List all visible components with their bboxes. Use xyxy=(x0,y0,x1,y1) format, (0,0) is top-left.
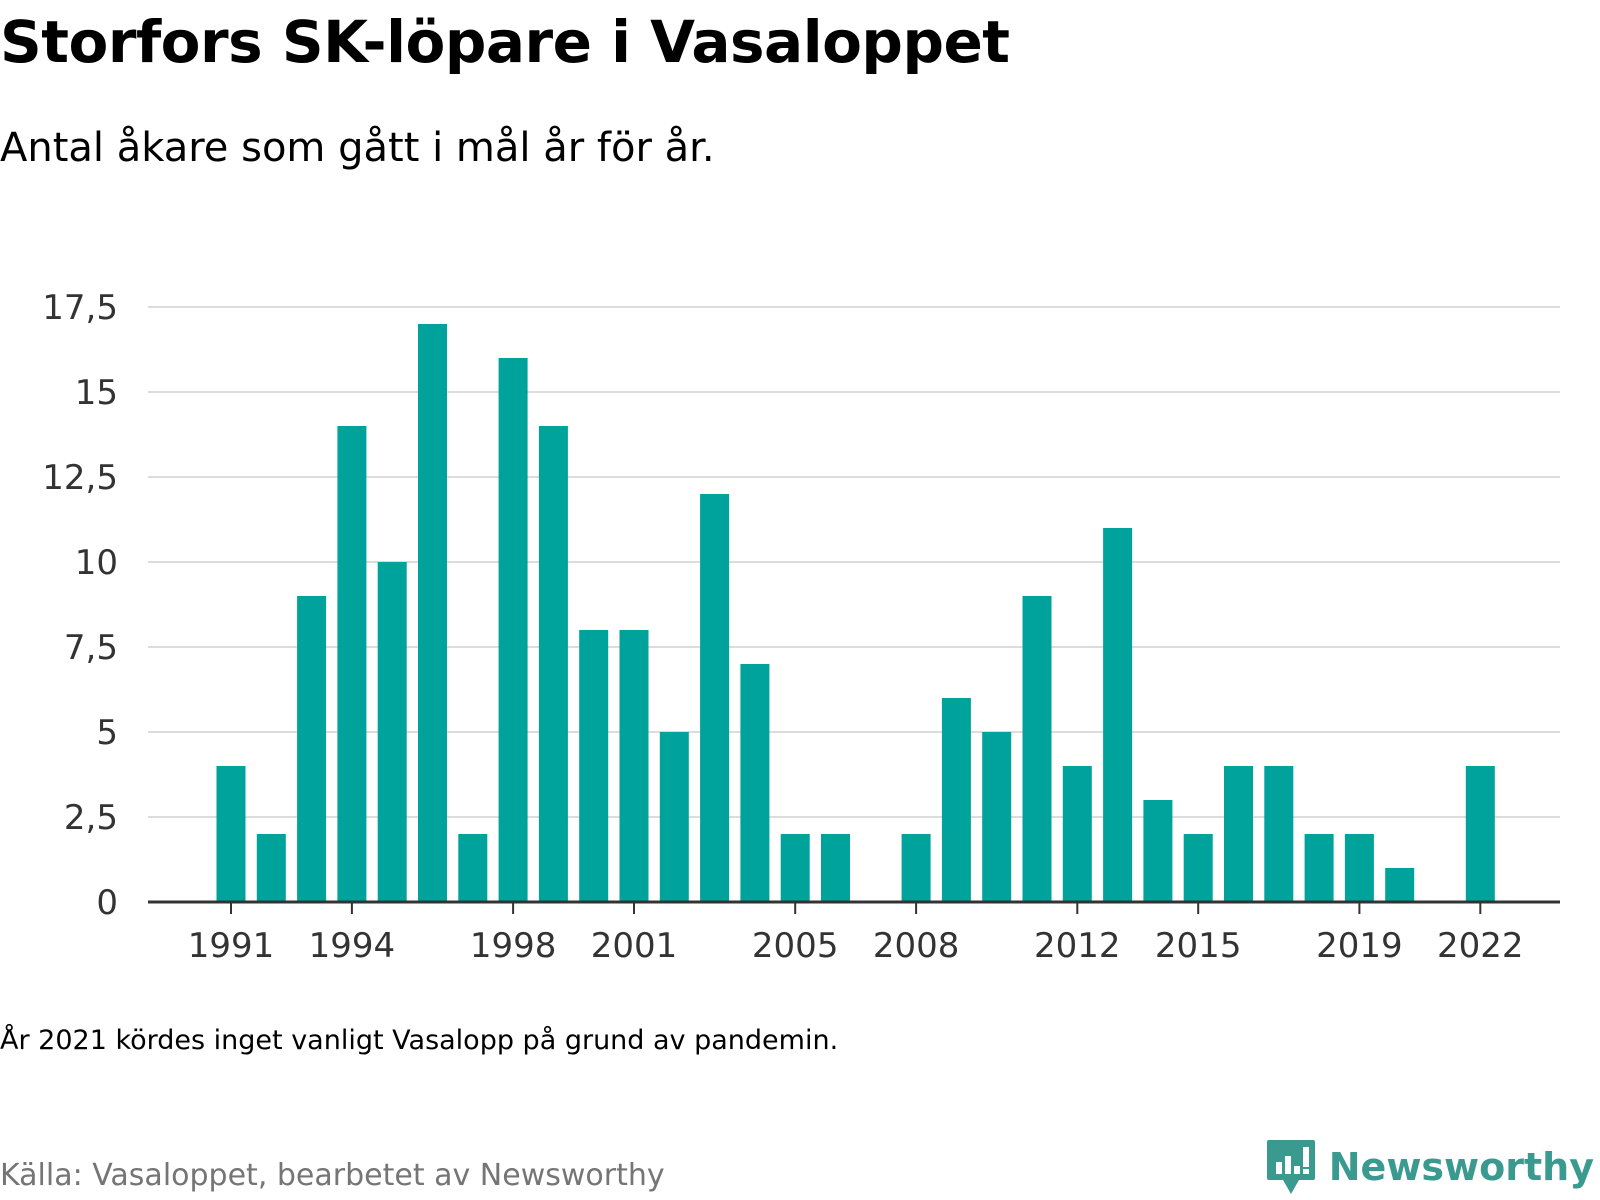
bar xyxy=(1183,834,1213,902)
x-tick-label: 2019 xyxy=(1316,926,1403,966)
bar xyxy=(1143,800,1173,902)
bar xyxy=(740,664,770,902)
axes: 0 2,5 5 7,5 10 12,5 15 17,5 1991 1994 1998 2001 2005… xyxy=(42,288,1560,966)
bar xyxy=(498,358,528,902)
bar xyxy=(579,630,609,902)
x-tick-label: 1994 xyxy=(309,926,396,966)
bar xyxy=(1465,766,1495,902)
bar xyxy=(982,732,1012,902)
chart-title: Storfors SK-löpare i Vasaloppet xyxy=(0,8,1010,76)
bar xyxy=(1304,834,1334,902)
bar xyxy=(821,834,850,902)
y-tick-label: 7,5 xyxy=(64,628,118,668)
bar xyxy=(659,732,689,902)
x-tick-label: 2001 xyxy=(591,926,678,966)
y-tick-label: 12,5 xyxy=(42,458,118,498)
bar xyxy=(941,698,971,902)
brand-name: Newsworthy xyxy=(1328,1145,1594,1189)
y-tick-label: 17,5 xyxy=(42,288,118,328)
newsworthy-logo-icon xyxy=(1266,1140,1315,1194)
bar xyxy=(901,834,931,902)
x-tick-label: 2015 xyxy=(1155,926,1242,966)
chart-subtitle: Antal åkare som gått i mål år för år. xyxy=(0,125,715,171)
x-tick-label: 1998 xyxy=(470,926,557,966)
y-tick-label: 5 xyxy=(96,713,118,753)
bar xyxy=(700,494,730,902)
bar xyxy=(418,324,447,902)
bar xyxy=(1103,528,1133,902)
bar xyxy=(1022,596,1052,902)
x-tick-label: 2022 xyxy=(1437,926,1524,966)
bar xyxy=(619,630,649,902)
bar xyxy=(256,834,286,902)
bar xyxy=(780,834,810,902)
bar xyxy=(337,426,367,902)
bar xyxy=(216,766,246,902)
bar xyxy=(1344,834,1374,902)
bar xyxy=(377,562,407,902)
x-tick-label: 2008 xyxy=(873,926,960,966)
y-tick-label: 2,5 xyxy=(64,798,118,838)
bar xyxy=(1224,766,1253,902)
bar-chart: 0 2,5 5 7,5 10 12,5 15 17,5 1991 1994 1998 2001 2005… xyxy=(42,288,1560,966)
bar xyxy=(297,596,327,902)
bar xyxy=(1062,766,1092,902)
bars xyxy=(216,324,1495,902)
source-credit: Källa: Vasaloppet, bearbetet av Newswort… xyxy=(0,1158,665,1193)
bar xyxy=(1385,868,1415,902)
y-tick-label: 15 xyxy=(75,373,118,413)
x-tick-label: 1991 xyxy=(188,926,275,966)
y-tick-label: 10 xyxy=(75,543,118,583)
chart-footnote: År 2021 kördes inget vanligt Vasalopp på… xyxy=(0,1025,839,1056)
y-tick-label: 0 xyxy=(96,883,118,923)
bar xyxy=(458,834,488,902)
x-tick-label: 2012 xyxy=(1034,926,1121,966)
bar xyxy=(1264,766,1294,902)
bar xyxy=(538,426,568,902)
brand-logo: Newsworthy xyxy=(1265,1138,1594,1196)
x-tick-label: 2005 xyxy=(752,926,839,966)
